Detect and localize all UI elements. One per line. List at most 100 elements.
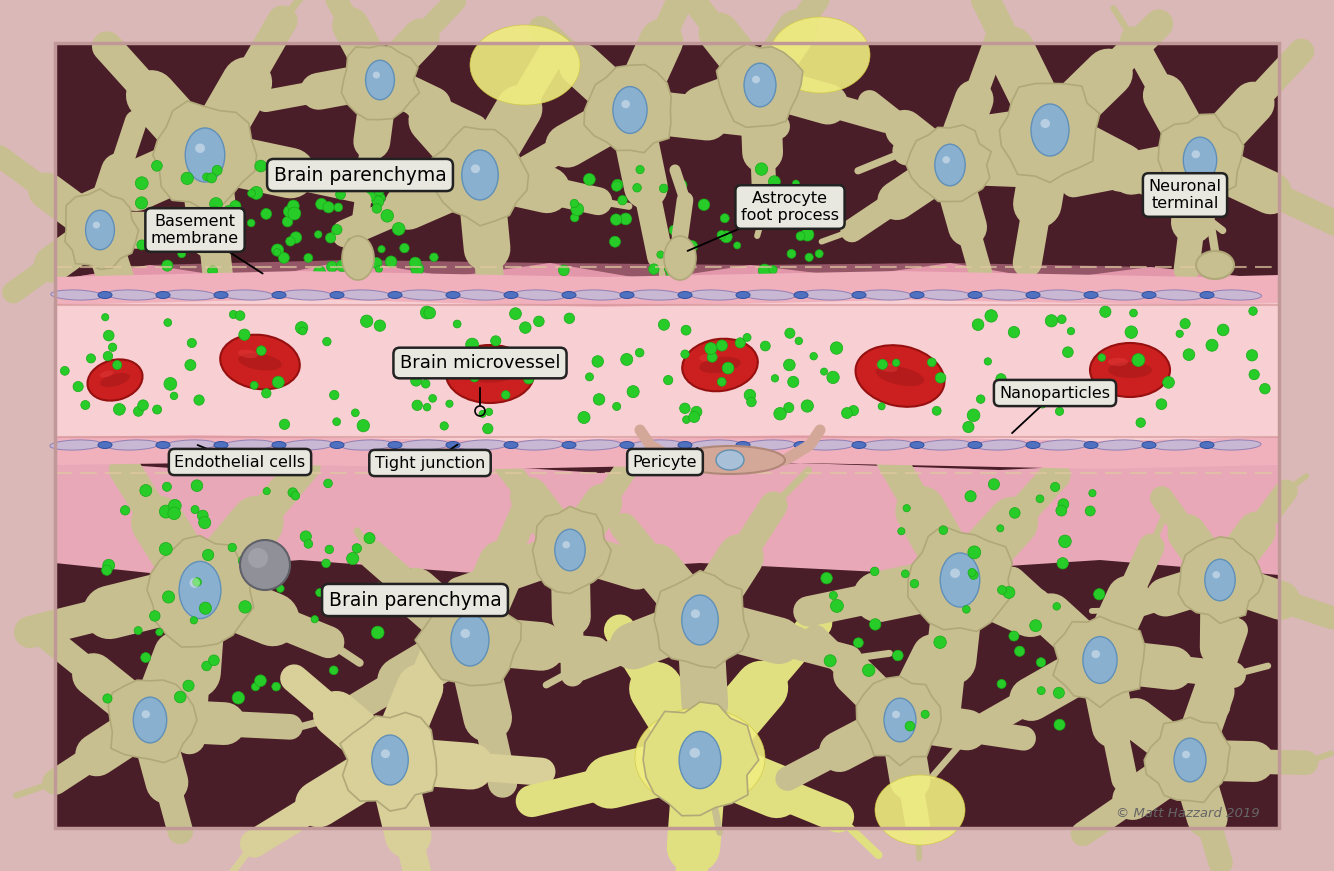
Ellipse shape (892, 711, 900, 719)
Ellipse shape (1142, 292, 1157, 299)
Circle shape (372, 196, 384, 207)
Circle shape (632, 184, 642, 192)
Polygon shape (654, 571, 748, 668)
Circle shape (984, 310, 998, 322)
Ellipse shape (329, 292, 344, 299)
Ellipse shape (1201, 292, 1214, 299)
Circle shape (261, 388, 271, 398)
Circle shape (299, 327, 307, 335)
Circle shape (103, 694, 112, 703)
Polygon shape (643, 702, 759, 816)
Circle shape (366, 192, 375, 201)
Ellipse shape (563, 541, 570, 549)
Circle shape (251, 683, 260, 691)
Ellipse shape (1094, 440, 1146, 450)
Circle shape (159, 505, 172, 518)
Ellipse shape (1095, 290, 1147, 300)
Circle shape (1089, 490, 1097, 496)
Circle shape (800, 190, 807, 198)
Ellipse shape (272, 442, 285, 449)
Ellipse shape (968, 292, 982, 299)
Circle shape (101, 314, 109, 321)
Circle shape (358, 607, 366, 615)
Ellipse shape (1213, 571, 1221, 578)
Circle shape (187, 339, 196, 348)
Circle shape (412, 400, 423, 410)
Circle shape (321, 559, 331, 568)
Circle shape (787, 249, 796, 258)
Circle shape (1099, 307, 1111, 317)
Circle shape (820, 368, 827, 375)
Text: Brain parenchyma: Brain parenchyma (328, 591, 502, 610)
Circle shape (1098, 354, 1106, 361)
Circle shape (311, 174, 321, 186)
Circle shape (239, 555, 251, 567)
Circle shape (440, 422, 448, 430)
Ellipse shape (1197, 251, 1234, 279)
Circle shape (967, 409, 980, 422)
Circle shape (135, 177, 148, 190)
Ellipse shape (572, 290, 623, 300)
Text: Brain microvessel: Brain microvessel (400, 354, 560, 372)
Circle shape (935, 373, 946, 383)
Ellipse shape (691, 610, 700, 618)
Circle shape (248, 548, 256, 555)
Circle shape (755, 163, 767, 175)
Ellipse shape (339, 290, 391, 300)
Polygon shape (153, 101, 256, 210)
Circle shape (963, 422, 974, 433)
Ellipse shape (622, 100, 630, 108)
Circle shape (416, 360, 426, 370)
Circle shape (323, 337, 331, 346)
Circle shape (376, 193, 386, 203)
Ellipse shape (1037, 440, 1089, 450)
Circle shape (279, 253, 289, 263)
Ellipse shape (1153, 290, 1203, 300)
Ellipse shape (221, 290, 273, 300)
Circle shape (1157, 399, 1167, 409)
Circle shape (285, 237, 295, 246)
Ellipse shape (744, 64, 776, 107)
Circle shape (356, 237, 364, 246)
Circle shape (670, 226, 679, 235)
Circle shape (470, 372, 479, 381)
Ellipse shape (802, 290, 854, 300)
Ellipse shape (88, 360, 143, 401)
Circle shape (423, 403, 431, 411)
Ellipse shape (875, 362, 898, 372)
Circle shape (804, 253, 814, 261)
Ellipse shape (910, 442, 924, 449)
Ellipse shape (743, 290, 795, 300)
Circle shape (288, 207, 300, 220)
Circle shape (1181, 319, 1190, 328)
Circle shape (411, 375, 422, 386)
Circle shape (336, 260, 348, 272)
Circle shape (771, 375, 779, 382)
Ellipse shape (97, 442, 112, 449)
Circle shape (814, 199, 826, 213)
Ellipse shape (910, 292, 924, 299)
Ellipse shape (107, 290, 159, 300)
Ellipse shape (940, 553, 979, 607)
Circle shape (168, 507, 180, 520)
Circle shape (698, 199, 710, 211)
Ellipse shape (875, 775, 964, 845)
Circle shape (659, 319, 670, 330)
Circle shape (870, 567, 879, 576)
Circle shape (620, 213, 632, 225)
Circle shape (272, 682, 280, 691)
Circle shape (175, 240, 185, 251)
Circle shape (454, 320, 462, 328)
Circle shape (824, 655, 836, 667)
Polygon shape (584, 64, 671, 152)
Circle shape (939, 526, 947, 535)
Ellipse shape (919, 290, 971, 300)
Ellipse shape (446, 292, 460, 299)
Circle shape (304, 164, 315, 174)
Polygon shape (340, 712, 436, 811)
Circle shape (192, 577, 201, 586)
Circle shape (424, 307, 436, 319)
Circle shape (209, 198, 223, 211)
Circle shape (996, 374, 1006, 384)
Circle shape (1009, 631, 1019, 641)
